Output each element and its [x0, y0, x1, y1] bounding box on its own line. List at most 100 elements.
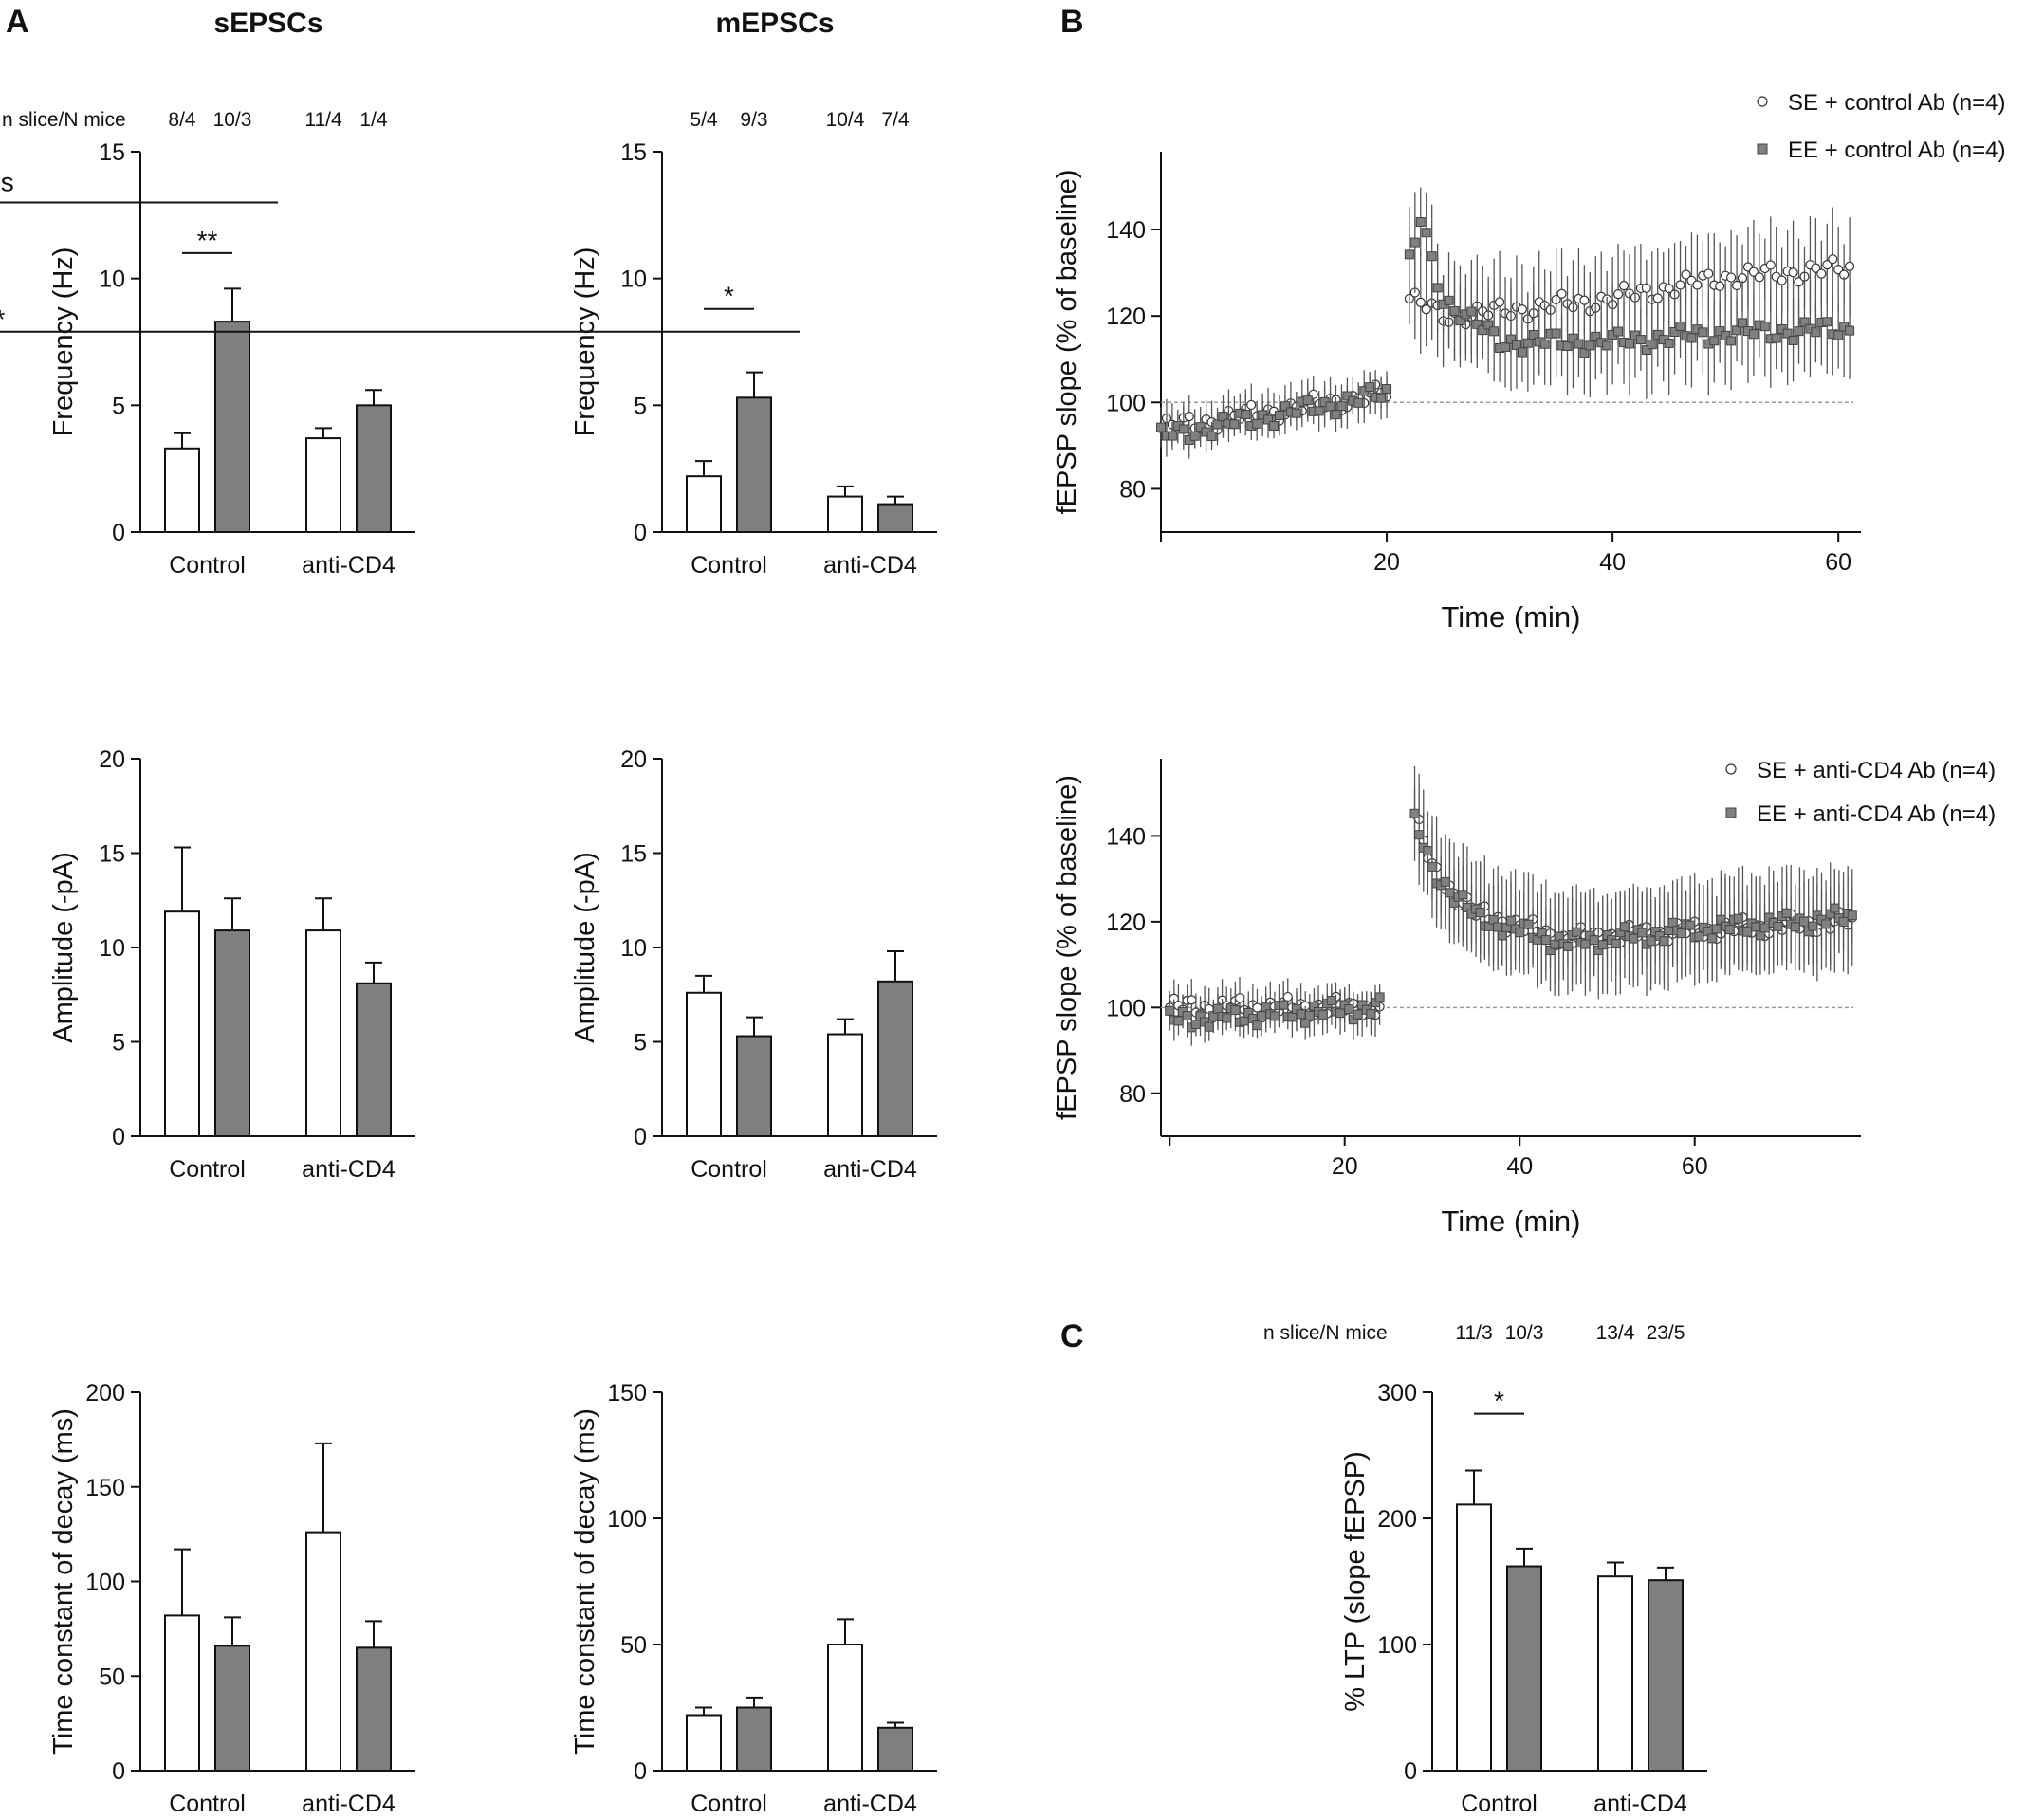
data-point [1692, 280, 1703, 290]
data-point [1432, 283, 1443, 293]
data-point [1515, 928, 1525, 938]
data-point [1715, 281, 1725, 291]
bar [1648, 1579, 1684, 1773]
data-point [1799, 916, 1810, 927]
data-point [1652, 329, 1663, 340]
y-tick-label: 0 [112, 1758, 125, 1785]
data-point [1790, 922, 1800, 932]
n-value-label: 10/3 [213, 109, 252, 131]
data-point [1506, 915, 1516, 926]
y-tick-label: 5 [112, 393, 125, 419]
panel-letter-a: A [6, 4, 29, 40]
category-label: anti-CD4 [302, 1791, 396, 1817]
data-point [1698, 327, 1708, 338]
y-tick-label: 100 [1106, 390, 1146, 416]
data-point [1274, 411, 1284, 421]
y-tick-label: 15 [99, 841, 125, 868]
x-tick-label: 40 [1506, 1153, 1533, 1180]
y-tick-label: 15 [99, 139, 125, 166]
y-tick-label: 120 [1106, 910, 1146, 936]
data-point [1788, 267, 1798, 278]
data-point [1754, 272, 1764, 283]
data-point [1167, 431, 1177, 441]
data-point [1838, 916, 1849, 927]
y-tick-label: 300 [1377, 1380, 1417, 1406]
y-tick-label: 80 [1119, 1081, 1146, 1108]
data-point [1522, 338, 1533, 348]
data-point [1234, 993, 1245, 1003]
data-point [1296, 1009, 1306, 1020]
data-point [1506, 334, 1516, 344]
y-tick-label: 50 [99, 1664, 125, 1690]
data-point [1415, 217, 1426, 228]
n-value-label: 10/3 [1505, 1322, 1544, 1344]
y-tick-label: 0 [112, 1124, 125, 1150]
data-point [1619, 922, 1630, 932]
chart-title: mEPSCs [715, 8, 834, 39]
data-point [1523, 919, 1534, 929]
legend-label: SE + control Ab (n=4) [1788, 90, 2005, 116]
data-point [1291, 408, 1301, 418]
data-point [1376, 393, 1387, 403]
data-point [1646, 936, 1656, 947]
bar [827, 1033, 863, 1138]
category-label: anti-CD4 [823, 552, 917, 579]
data-point [1611, 939, 1621, 949]
data-point [1331, 410, 1341, 420]
legend-marker [1725, 763, 1737, 775]
category-label: anti-CD4 [302, 552, 396, 579]
bar [827, 495, 863, 533]
bar [686, 475, 722, 534]
legend-marker [1757, 143, 1768, 155]
data-point [1184, 412, 1194, 422]
data-point [1282, 991, 1293, 1002]
data-point [1833, 330, 1844, 340]
n-slice-label: n slice/N mice [2, 109, 126, 131]
category-label: anti-CD4 [823, 1156, 917, 1183]
category-label: anti-CD4 [302, 1156, 396, 1183]
y-tick-label: 150 [607, 1380, 647, 1406]
data-point [1637, 928, 1648, 938]
legend-label: SE + anti-CD4 Ab (n=4) [1757, 758, 1996, 783]
data-point [1189, 431, 1200, 441]
y-axis-label: Amplitude (-pA) [48, 852, 79, 1042]
data-point [1574, 339, 1584, 349]
data-point [1187, 995, 1197, 1005]
data-point [1218, 412, 1228, 422]
data-point [1794, 326, 1804, 337]
bar [877, 980, 913, 1137]
bar [305, 1531, 341, 1772]
data-point [1421, 228, 1431, 238]
n-value-label: 11/3 [1455, 1322, 1492, 1344]
data-point [1156, 422, 1166, 432]
data-point [1659, 936, 1669, 947]
y-tick-label: 20 [620, 746, 647, 773]
panel-letter-b: B [1060, 4, 1084, 40]
n-value-label: 7/4 [881, 109, 910, 131]
data-point [1230, 1005, 1241, 1016]
y-tick-label: 5 [634, 1030, 647, 1057]
y-tick-label: 0 [1404, 1758, 1417, 1785]
y-tick-label: 5 [112, 1030, 125, 1057]
data-point [1703, 268, 1714, 279]
y-tick-label: 50 [620, 1632, 647, 1659]
significance-label: ns [0, 167, 14, 196]
y-axis-label: Time constant of decay (ms) [570, 1408, 600, 1755]
data-point [1822, 317, 1832, 327]
data-point [1455, 316, 1465, 326]
y-tick-label: 0 [634, 520, 647, 546]
y-tick-label: 0 [112, 520, 125, 546]
chart-percent-ltp: n slice/N mice 11/3 10/3 13/4 23/5 0 100 200 300… [1263, 1322, 1707, 1817]
data-point [1579, 348, 1590, 358]
data-point [1365, 382, 1375, 393]
chart-ltp-control-ab: 80 100 120 140 20 40 60 fEPSP slope (% of basel… [1052, 90, 2005, 634]
bar [827, 1644, 863, 1772]
legend-label: EE + control Ab (n=4) [1788, 138, 2005, 163]
data-point [1190, 1019, 1201, 1029]
data-point [1489, 326, 1500, 337]
data-point [1816, 268, 1827, 279]
x-axis-label: Time (min) [1442, 600, 1581, 634]
n-value-label: 13/4 [1596, 1322, 1635, 1344]
data-point [1241, 410, 1251, 420]
y-tick-label: 100 [607, 1506, 647, 1533]
